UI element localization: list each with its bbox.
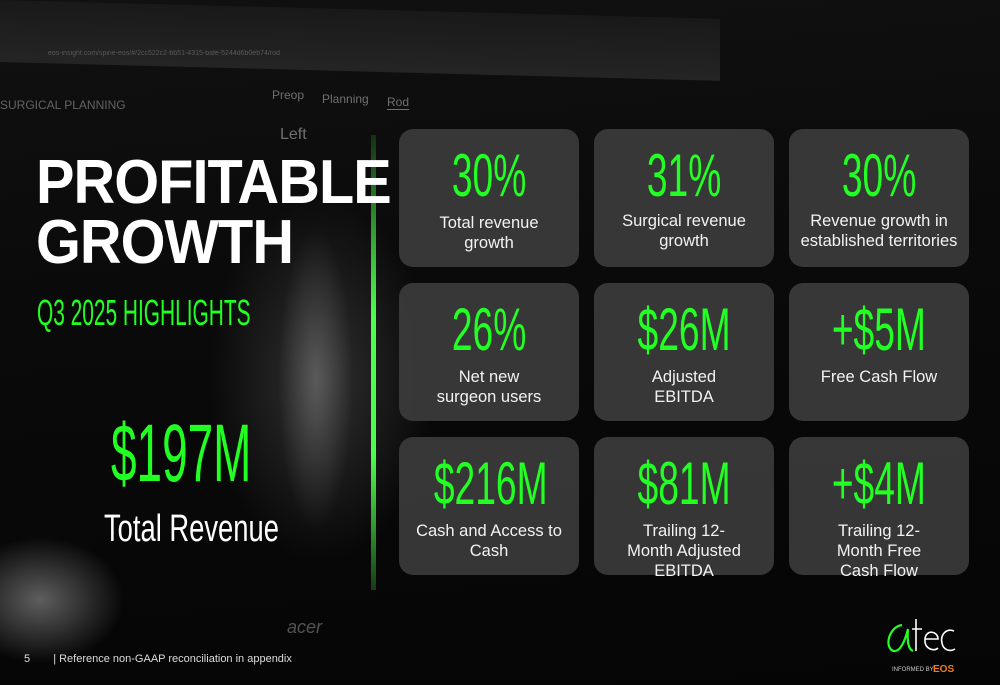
metric-value: +$5M — [831, 296, 927, 363]
title-line-1: PROFITABLE — [36, 148, 392, 217]
svg-text:EOS: EOS — [933, 664, 954, 675]
bg-panel-title: SURGICAL PLANNING — [0, 98, 126, 112]
metric-label: Adjusted EBITDA — [651, 368, 717, 406]
footnote: | Reference non-GAAP reconciliation in a… — [53, 653, 292, 665]
subtitle: Q3 2025 HIGHLIGHTS — [37, 292, 251, 333]
accent-divider — [371, 135, 376, 590]
metric-label: Cash and Access to Cash — [416, 522, 562, 560]
metric-label: Trailing 12-Month Free Cash Flow — [836, 522, 922, 580]
metric-label: Total revenue growth — [439, 214, 539, 252]
metric-card: $216M Cash and Access to Cash — [399, 437, 579, 575]
atec-logo-mark: INFORMED BY EOS — [887, 619, 956, 675]
metric-label: Free Cash Flow — [820, 368, 938, 386]
metric-label: Surgical revenue growth — [622, 212, 746, 250]
metric-value: 30% — [451, 142, 527, 209]
metric-card: 26% Net new surgeon users — [399, 283, 579, 421]
metric-label: Trailing 12-Month Adjusted EBITDA — [627, 522, 741, 580]
atec-logo: INFORMED BY EOS — [880, 615, 980, 677]
metric-card: +$5M Free Cash Flow — [789, 283, 969, 421]
metric-value: $216M — [433, 450, 548, 517]
metric-card: 31% Surgical revenue growth — [594, 129, 774, 267]
metric-card: +$4M Trailing 12-Month Free Cash Flow — [789, 437, 969, 580]
metric-value: $81M — [637, 450, 731, 517]
metric-value: $26M — [637, 296, 731, 363]
title-line-2: GROWTH — [36, 208, 294, 277]
page-number: 5 — [24, 653, 31, 665]
bg-monitor-brand: acer — [287, 617, 323, 637]
bg-crumb-planning: Planning — [322, 92, 369, 106]
spine-xray — [255, 170, 365, 590]
bg-crumb-preop: Preop — [272, 88, 305, 102]
bg-url: eos-insight.com/spine-eos/#/2cc522c2-bb5… — [48, 50, 280, 57]
metric-value: 30% — [841, 142, 917, 209]
hero-value: $197M — [111, 408, 252, 499]
metric-value: +$4M — [831, 450, 927, 517]
footer: 5 | Reference non-GAAP reconciliation in… — [24, 653, 292, 665]
bg-crumb-rod: Rod — [387, 95, 410, 110]
metric-card: $81M Trailing 12-Month Adjusted EBITDA — [594, 437, 774, 580]
metric-label: Net new surgeon users — [436, 368, 542, 406]
hero-label: Total Revenue — [104, 508, 279, 550]
metric-label: Revenue growth in established territorie… — [800, 212, 958, 250]
metric-value: 31% — [646, 142, 722, 209]
metric-card: $26M Adjusted EBITDA — [594, 283, 774, 421]
metric-card: 30% Revenue growth in established territo… — [789, 129, 969, 267]
bg-view-label: Left — [280, 126, 307, 143]
metric-card: 30% Total revenue growth — [399, 129, 579, 267]
metric-value: 26% — [451, 296, 527, 363]
svg-text:INFORMED BY: INFORMED BY — [892, 667, 934, 673]
